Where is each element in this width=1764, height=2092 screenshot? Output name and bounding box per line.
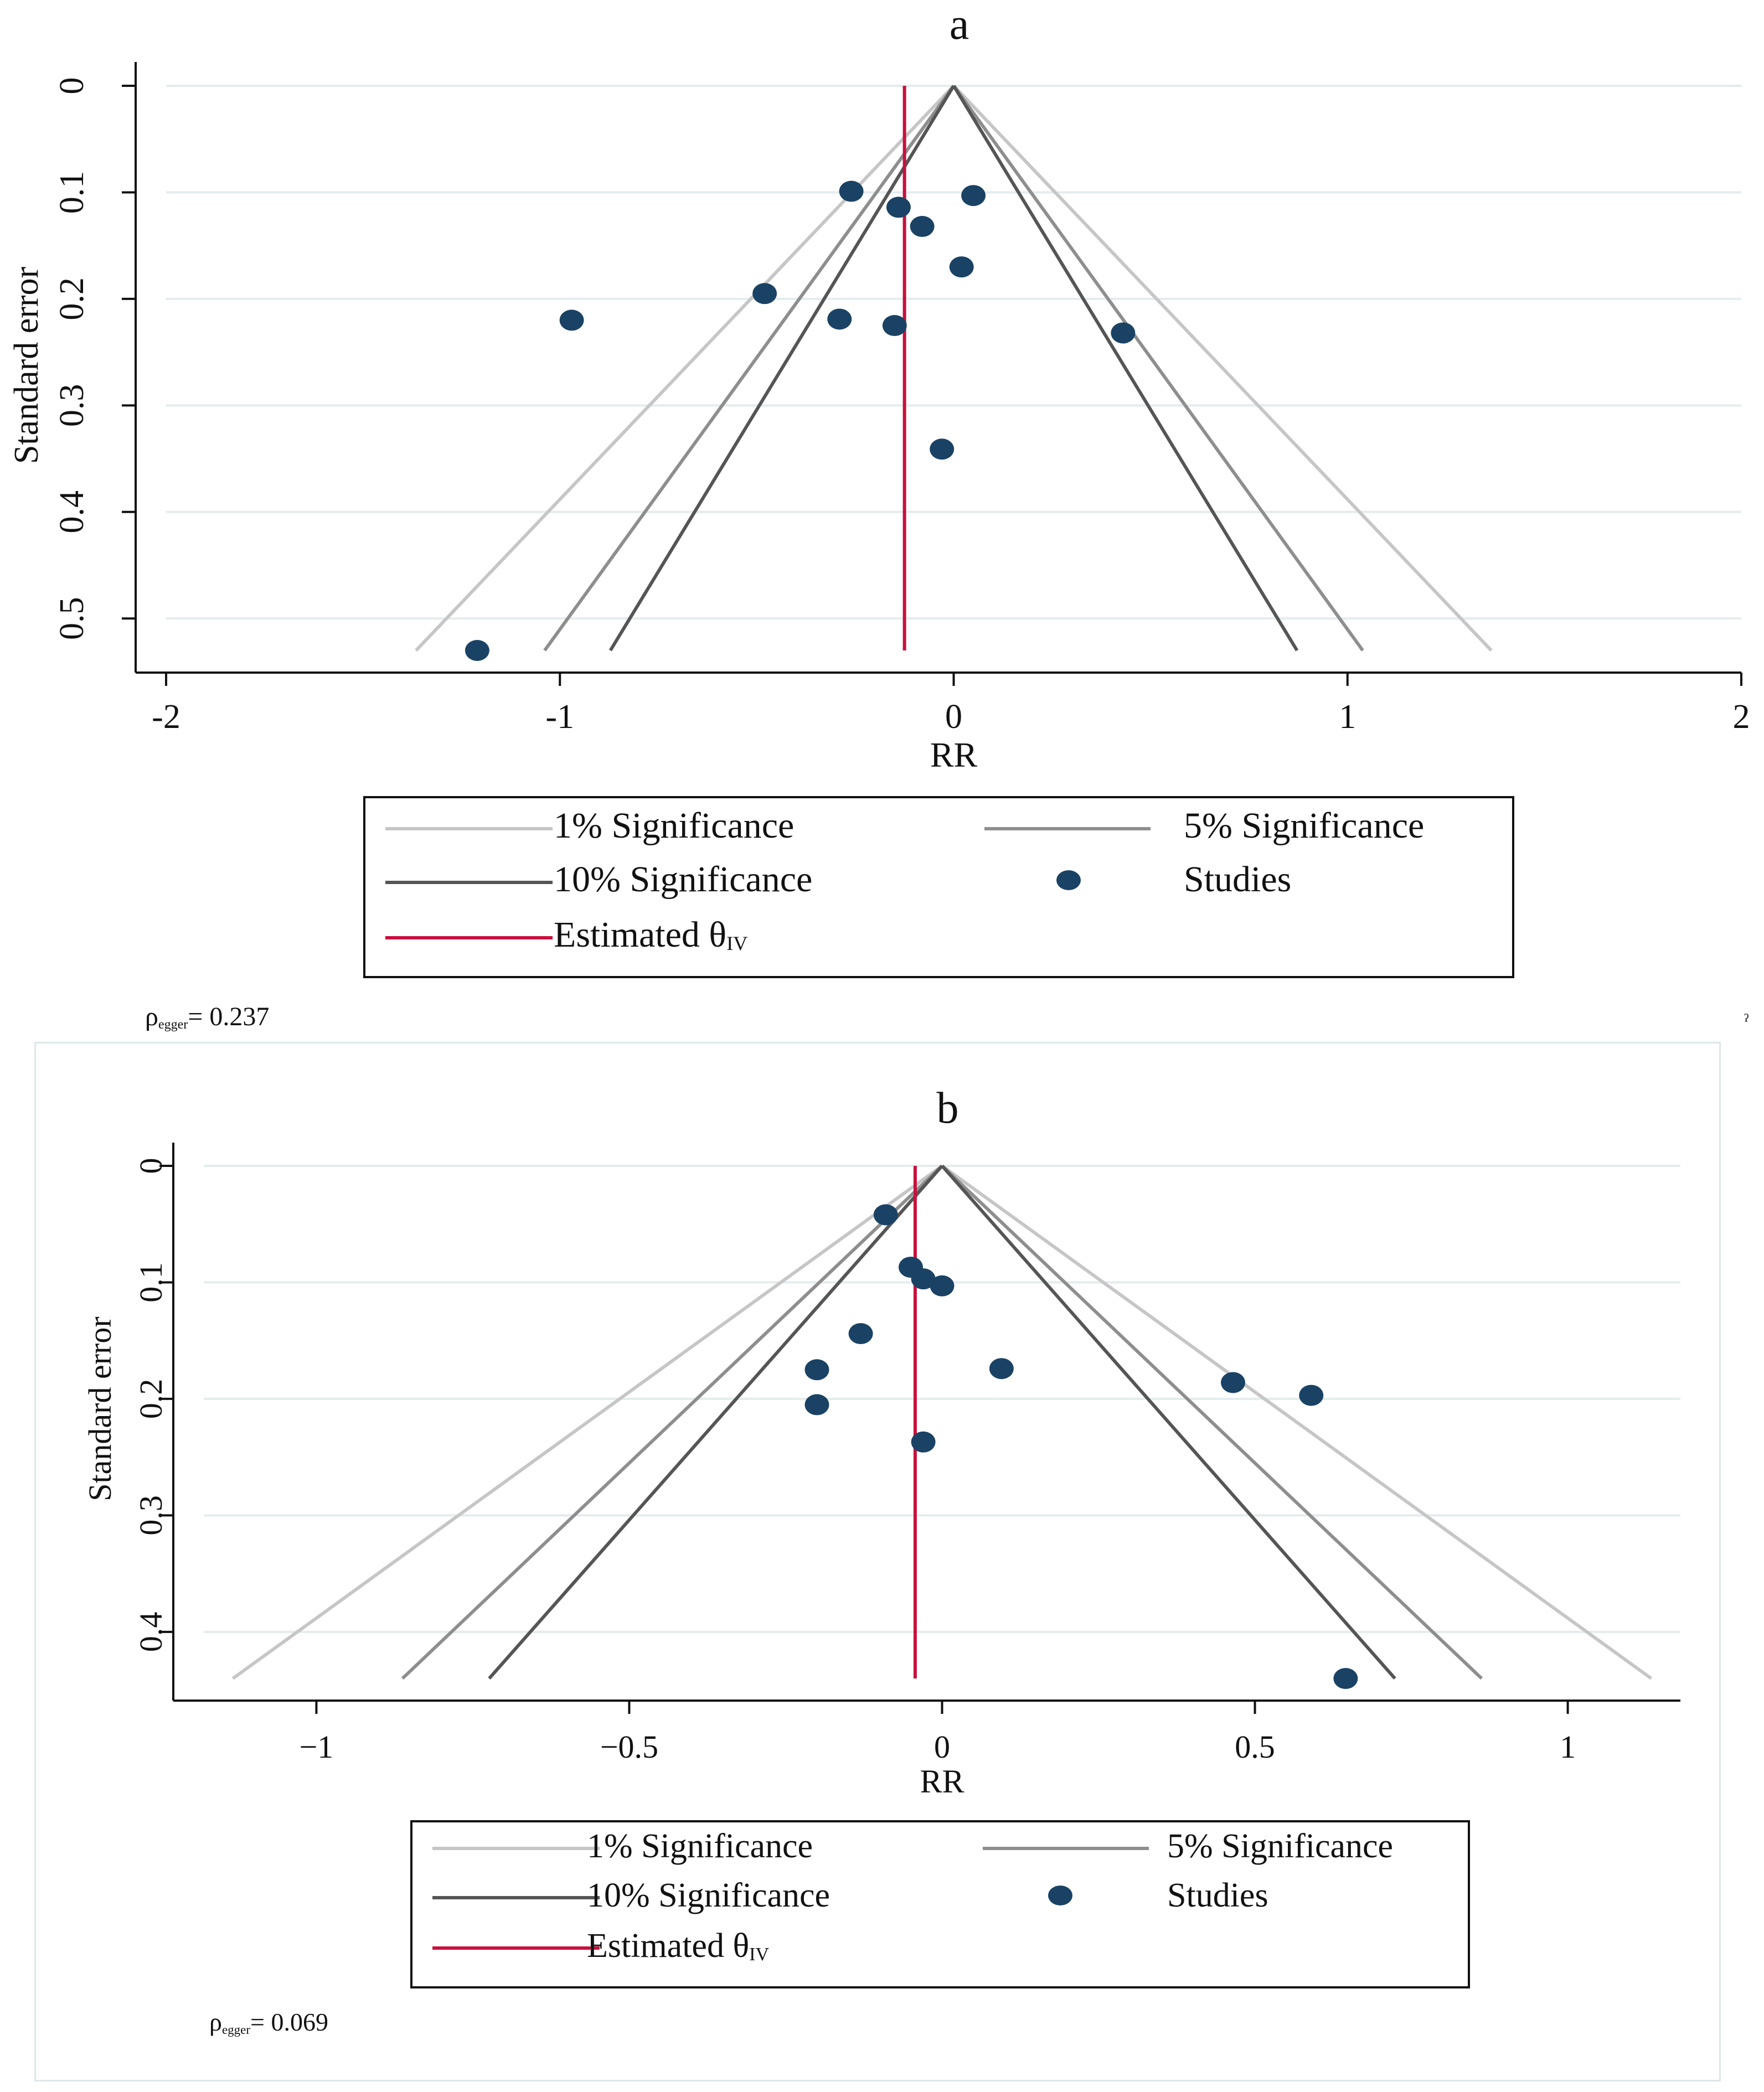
legend-label-estimate-main: Estimated θ [587,1927,749,1965]
funnel-plot-b: b 0 0.1 0.2 0.3 0.4 −1 −0.5 0 0.5 1 RR Standard erro… [82,1084,1680,2037]
y-tick-label: 0.1 [53,171,91,214]
y-tick-label: 0 [133,1158,169,1174]
stray-mark: ˀ [1744,1011,1748,1031]
y-tick-label: 0.3 [133,1495,169,1536]
funnel-line-left-sig1 [415,84,955,652]
study-point [873,1204,898,1226]
y-tick-label: 0.4 [133,1612,169,1652]
study-point [882,315,907,337]
chart-title: a [950,0,969,49]
study-point [804,1359,829,1381]
study-point [961,185,986,206]
study-point [839,180,864,202]
funnel-line-right-sig1 [952,84,1493,652]
y-tick-label: 0 [53,78,91,95]
study-point [465,640,489,661]
chart-title: b [937,1084,959,1133]
funnel-line-right-sig10 [952,85,1299,652]
legend-label-estimate-sub: IV [726,932,747,954]
egger-value: = 0.237 [188,1002,269,1031]
legend-swatch-studies [1048,1886,1072,1905]
egger-rho: ρ [145,1002,158,1031]
legend-label-sig5: 5% Significance [1184,805,1424,846]
study-point [559,309,584,331]
study-point [989,1358,1014,1380]
study-point [949,256,974,278]
study-point [1111,322,1136,344]
legend-label-estimate: Estimated θIV [554,915,747,955]
egger-sub: egger [158,1017,188,1032]
study-point [911,1268,936,1290]
y-tick-label: 0.4 [53,490,91,534]
study-point [930,1275,955,1296]
y-axis-label: Standard error [82,1316,118,1501]
funnel-line-right-sig5 [941,1164,1483,1680]
study-point [1299,1385,1324,1406]
egger-note: ρegger= 0.069 [209,2008,328,2037]
legend-label-sig1: 1% Significance [587,1827,813,1865]
y-axis-label: Standard error [8,266,45,464]
y-tick-label: 0.3 [53,384,91,427]
legend-label-estimate-main: Estimated θ [554,915,726,955]
x-tick-label: 1 [1560,1729,1576,1765]
x-tick-label: 1 [1339,698,1356,736]
x-axis-label: RR [920,1763,964,1800]
study-point [804,1394,829,1416]
legend-label-sig10: 10% Significance [587,1877,830,1914]
funnel-line-right-sig5 [952,85,1364,652]
study-point [752,283,777,304]
legend-label-sig5: 5% Significance [1167,1827,1393,1865]
legend-label-estimate-sub: IV [749,1944,769,1965]
x-tick-label: 0 [945,698,962,736]
study-point [1220,1372,1245,1393]
x-tick-label: -2 [152,698,180,736]
funnel-line-left-sig5 [401,1164,943,1680]
funnel-line-right-sig10 [941,1165,1396,1680]
egger-note: ρegger= 0.237 [145,1002,269,1032]
x-tick-label: −1 [300,1729,334,1765]
egger-sub: egger [222,2023,250,2037]
legend-label-studies: Studies [1184,859,1291,900]
funnel-line-left-sig10 [608,85,956,652]
funnel-line-right-sig1 [941,1164,1653,1680]
x-tick-label: 2 [1733,698,1750,736]
y-tick-label: 0.1 [133,1262,169,1303]
study-point [911,1431,936,1453]
funnel-plot-a: a 0 0.1 0.2 0.3 0.4 0.5 -2 -1 0 1 2 RR Standard error… [8,0,1750,1032]
funnel-line-left-sig5 [543,85,955,652]
y-tick-label: 0.2 [53,277,91,321]
legend-label-sig10: 10% Significance [554,859,812,900]
study-point [930,438,955,460]
funnel-line-left-sig10 [488,1165,943,1680]
legend-box [363,796,1514,978]
egger-value: = 0.069 [250,2008,328,2036]
egger-rho: ρ [209,2008,222,2036]
study-point [827,308,852,330]
legend-swatch-studies [1056,870,1081,890]
x-tick-label: 0.5 [1235,1729,1275,1765]
y-tick-label: 0.5 [53,597,91,640]
x-tick-label: 0 [934,1729,950,1765]
x-axis-label: RR [930,735,978,774]
study-point [910,216,935,237]
study-point [1333,1668,1358,1689]
legend-label-estimate: Estimated θIV [587,1927,769,1965]
x-tick-label: -1 [545,698,574,736]
legend-label-sig1: 1% Significance [554,805,794,846]
legend-label-studies: Studies [1167,1877,1268,1914]
funnel-line-left-sig1 [231,1164,943,1680]
x-tick-label: −0.5 [600,1729,658,1765]
study-point [886,197,911,218]
panel-b-frame [34,1042,1721,2081]
y-tick-label: 0.2 [133,1379,169,1419]
study-point [848,1323,873,1345]
